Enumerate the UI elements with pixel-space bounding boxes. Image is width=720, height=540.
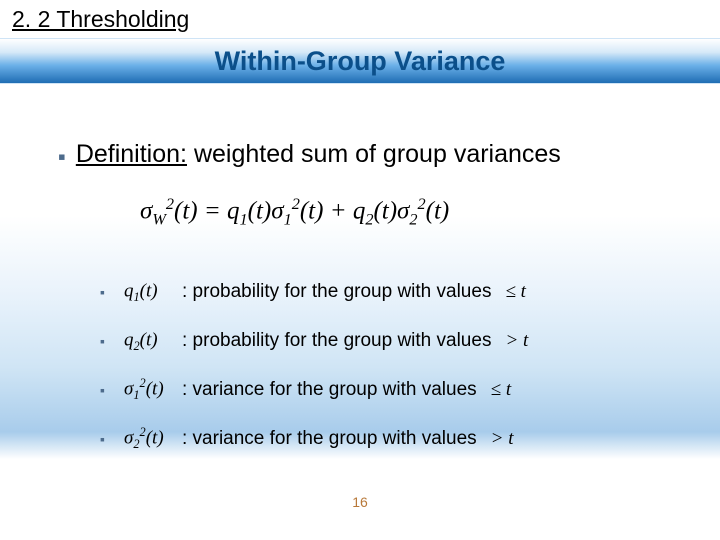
term-desc: : variance for the group with values: [182, 379, 477, 401]
term-symbol: σ22(t): [124, 425, 172, 452]
bullet-icon: ▪: [100, 284, 114, 300]
term-symbol: q1(t): [124, 278, 172, 305]
slide-title: Within-Group Variance: [215, 46, 506, 77]
term-symbol: σ12(t): [124, 376, 172, 403]
term-cond: > t: [491, 428, 514, 450]
list-item: ▪ q1(t) : probability for the group with…: [100, 278, 680, 305]
term-desc: : probability for the group with values: [182, 281, 491, 303]
definition-items: ▪ q1(t) : probability for the group with…: [100, 278, 680, 475]
term-cond: > t: [505, 330, 528, 352]
term-desc: : variance for the group with values: [182, 428, 477, 450]
definition-rest: weighted sum of group variances: [194, 140, 561, 168]
term-desc: : probability for the group with values: [182, 330, 491, 352]
term-symbol: q2(t): [124, 327, 172, 354]
list-item: ▪ σ12(t) : variance for the group with v…: [100, 376, 680, 403]
bullet-icon: ▪: [100, 382, 114, 398]
definition-label: Definition:: [76, 140, 187, 168]
bullet-icon: ▪: [100, 333, 114, 349]
title-bar: Within-Group Variance: [0, 38, 720, 84]
list-item: ▪ q2(t) : probability for the group with…: [100, 327, 680, 354]
main-formula: σW2(t) = q1(t)σ12(t) + q2(t)σ22(t): [140, 195, 449, 229]
list-item: ▪ σ22(t) : variance for the group with v…: [100, 425, 680, 452]
definition-line: ▪ Definition: weighted sum of group vari…: [58, 140, 561, 170]
bullet-icon: ▪: [58, 144, 66, 170]
bullet-icon: ▪: [100, 431, 114, 447]
section-heading: 2. 2 Thresholding: [12, 6, 189, 33]
term-cond: ≤ t: [505, 281, 525, 303]
definition-text: Definition: weighted sum of group varian…: [76, 140, 561, 169]
page-number: 16: [0, 494, 720, 510]
term-cond: ≤ t: [491, 379, 511, 401]
